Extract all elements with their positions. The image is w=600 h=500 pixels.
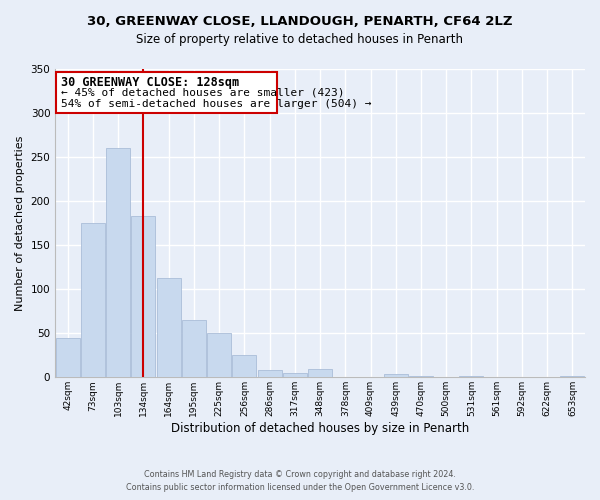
Text: ← 45% of detached houses are smaller (423): ← 45% of detached houses are smaller (42…	[61, 88, 345, 98]
Bar	[207, 334, 231, 378]
Bar	[56, 338, 80, 378]
Bar	[232, 356, 256, 378]
Bar	[560, 376, 584, 378]
Bar	[81, 223, 105, 378]
Bar	[106, 148, 130, 378]
FancyBboxPatch shape	[56, 72, 277, 113]
Text: 30, GREENWAY CLOSE, LLANDOUGH, PENARTH, CF64 2LZ: 30, GREENWAY CLOSE, LLANDOUGH, PENARTH, …	[87, 15, 513, 28]
Bar	[131, 216, 155, 378]
Bar	[157, 278, 181, 378]
Bar	[384, 374, 408, 378]
Bar	[257, 370, 281, 378]
Y-axis label: Number of detached properties: Number of detached properties	[15, 136, 25, 311]
Bar	[409, 376, 433, 378]
Text: Contains HM Land Registry data © Crown copyright and database right 2024.
Contai: Contains HM Land Registry data © Crown c…	[126, 470, 474, 492]
X-axis label: Distribution of detached houses by size in Penarth: Distribution of detached houses by size …	[171, 422, 469, 435]
Bar	[182, 320, 206, 378]
Text: 54% of semi-detached houses are larger (504) →: 54% of semi-detached houses are larger (…	[61, 99, 372, 109]
Bar	[283, 373, 307, 378]
Bar	[460, 376, 484, 378]
Text: Size of property relative to detached houses in Penarth: Size of property relative to detached ho…	[137, 32, 464, 46]
Bar	[308, 370, 332, 378]
Text: 30 GREENWAY CLOSE: 128sqm: 30 GREENWAY CLOSE: 128sqm	[61, 76, 239, 89]
